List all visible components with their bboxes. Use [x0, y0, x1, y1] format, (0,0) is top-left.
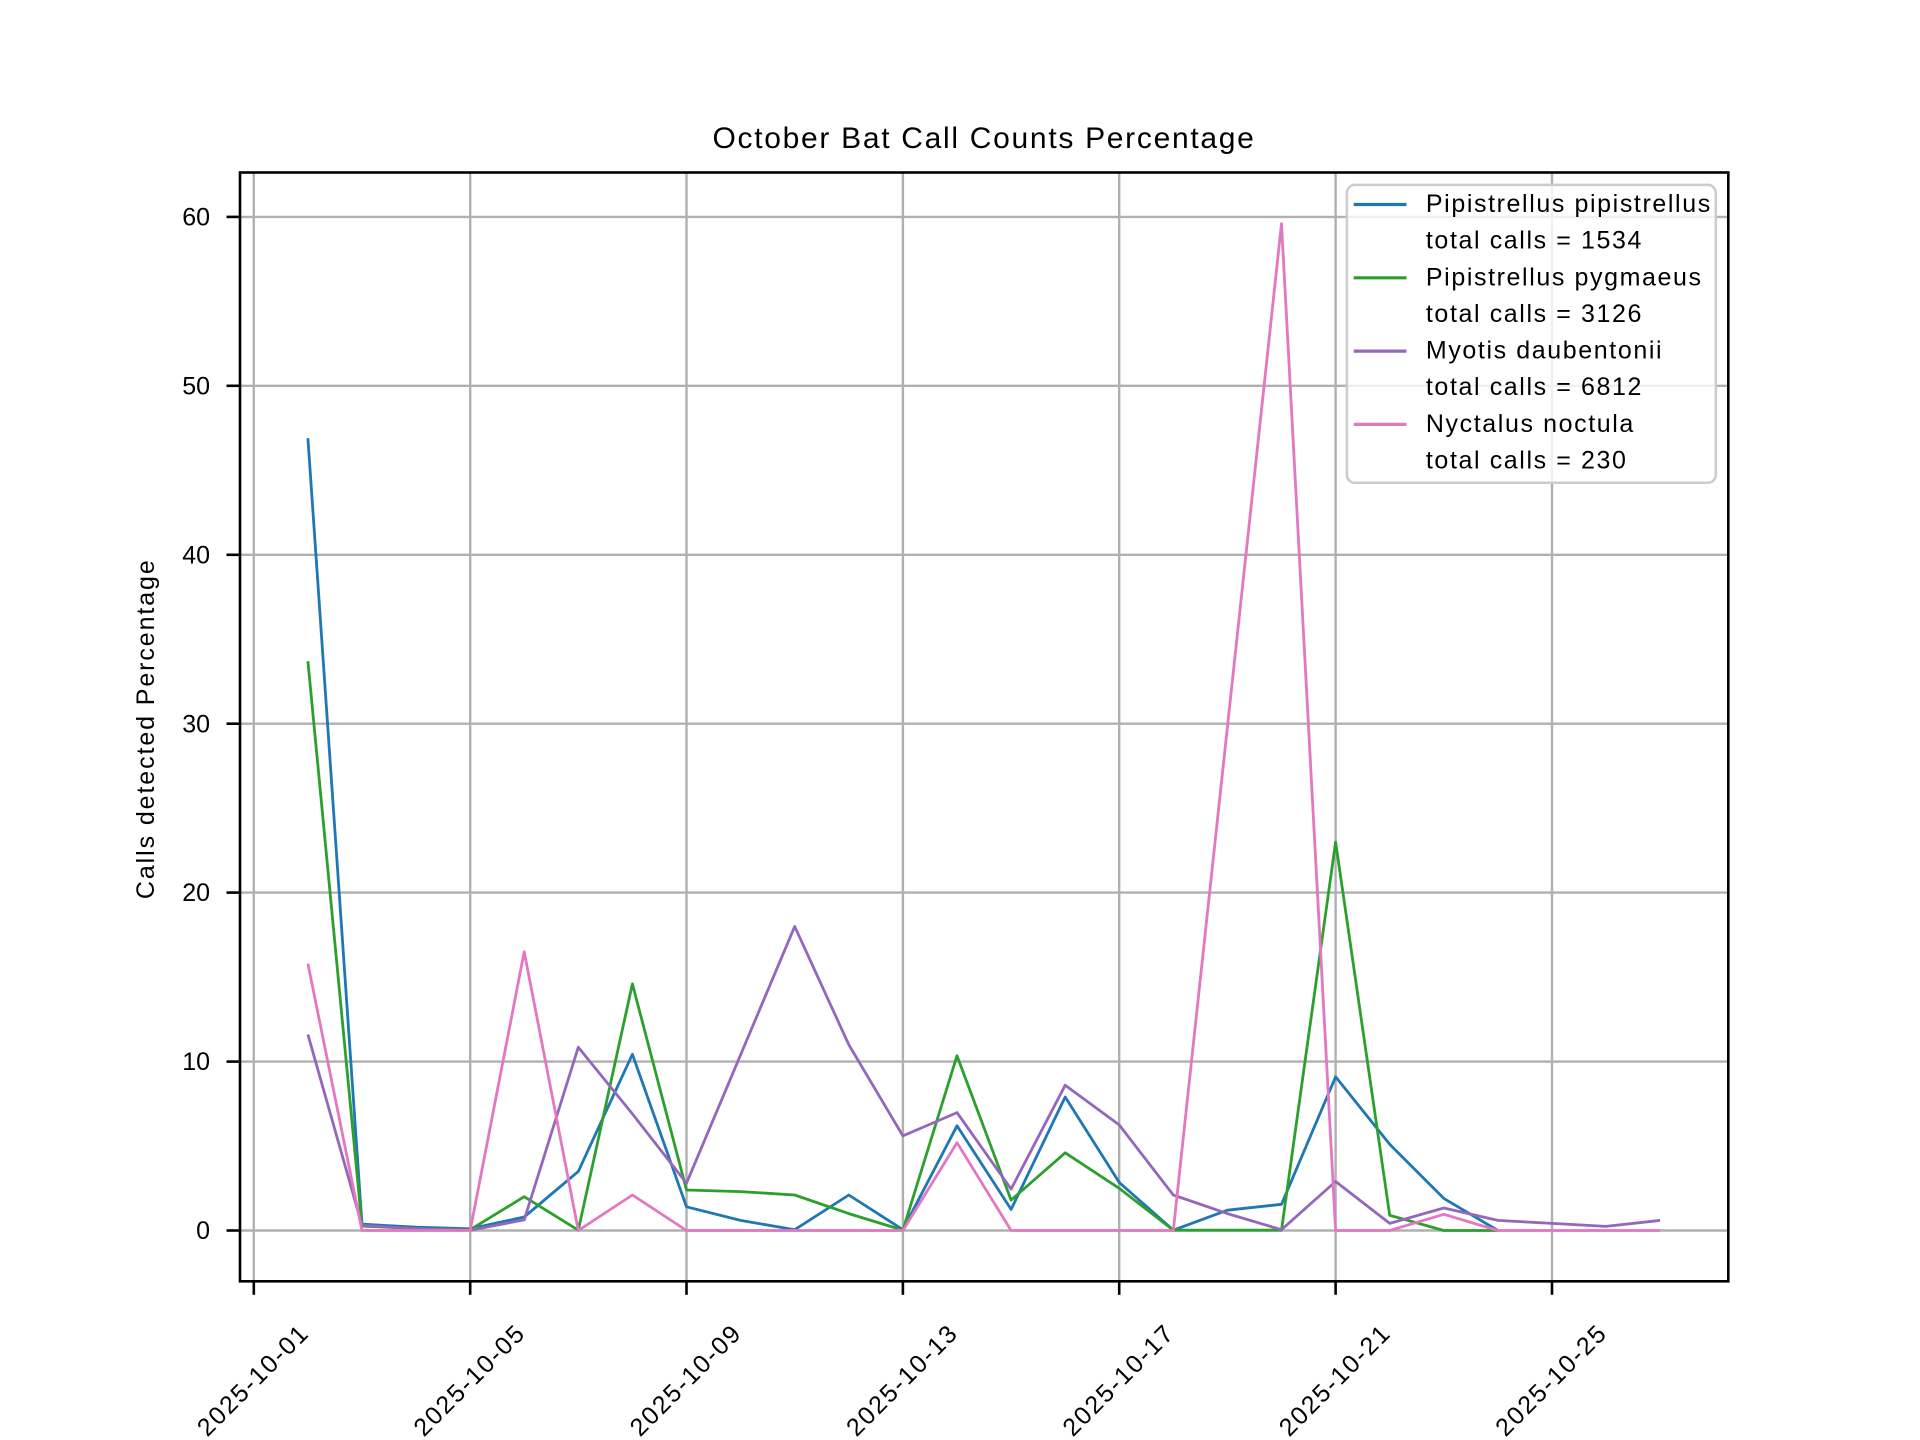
svg-text:total calls = 1534: total calls = 1534 [1426, 227, 1643, 255]
svg-text:20: 20 [182, 879, 210, 907]
svg-text:Pipistrellus pipistrellus: Pipistrellus pipistrellus [1426, 190, 1712, 218]
svg-text:October Bat Call Counts Percen: October Bat Call Counts Percentage [712, 122, 1255, 155]
svg-text:total calls = 230: total calls = 230 [1426, 447, 1628, 475]
svg-text:total calls = 6812: total calls = 6812 [1426, 373, 1643, 401]
svg-text:50: 50 [182, 372, 210, 400]
svg-text:total calls = 3126: total calls = 3126 [1426, 300, 1643, 328]
svg-text:Myotis daubentonii: Myotis daubentonii [1426, 337, 1663, 365]
svg-text:0: 0 [196, 1217, 210, 1245]
svg-text:10: 10 [182, 1048, 210, 1076]
svg-text:Calls detected Percentage: Calls detected Percentage [132, 558, 160, 899]
svg-text:Nyctalus noctula: Nyctalus noctula [1426, 410, 1635, 438]
svg-text:Pipistrellus pygmaeus: Pipistrellus pygmaeus [1426, 263, 1703, 291]
svg-text:30: 30 [182, 710, 210, 738]
svg-text:60: 60 [182, 204, 210, 232]
svg-text:40: 40 [182, 541, 210, 569]
